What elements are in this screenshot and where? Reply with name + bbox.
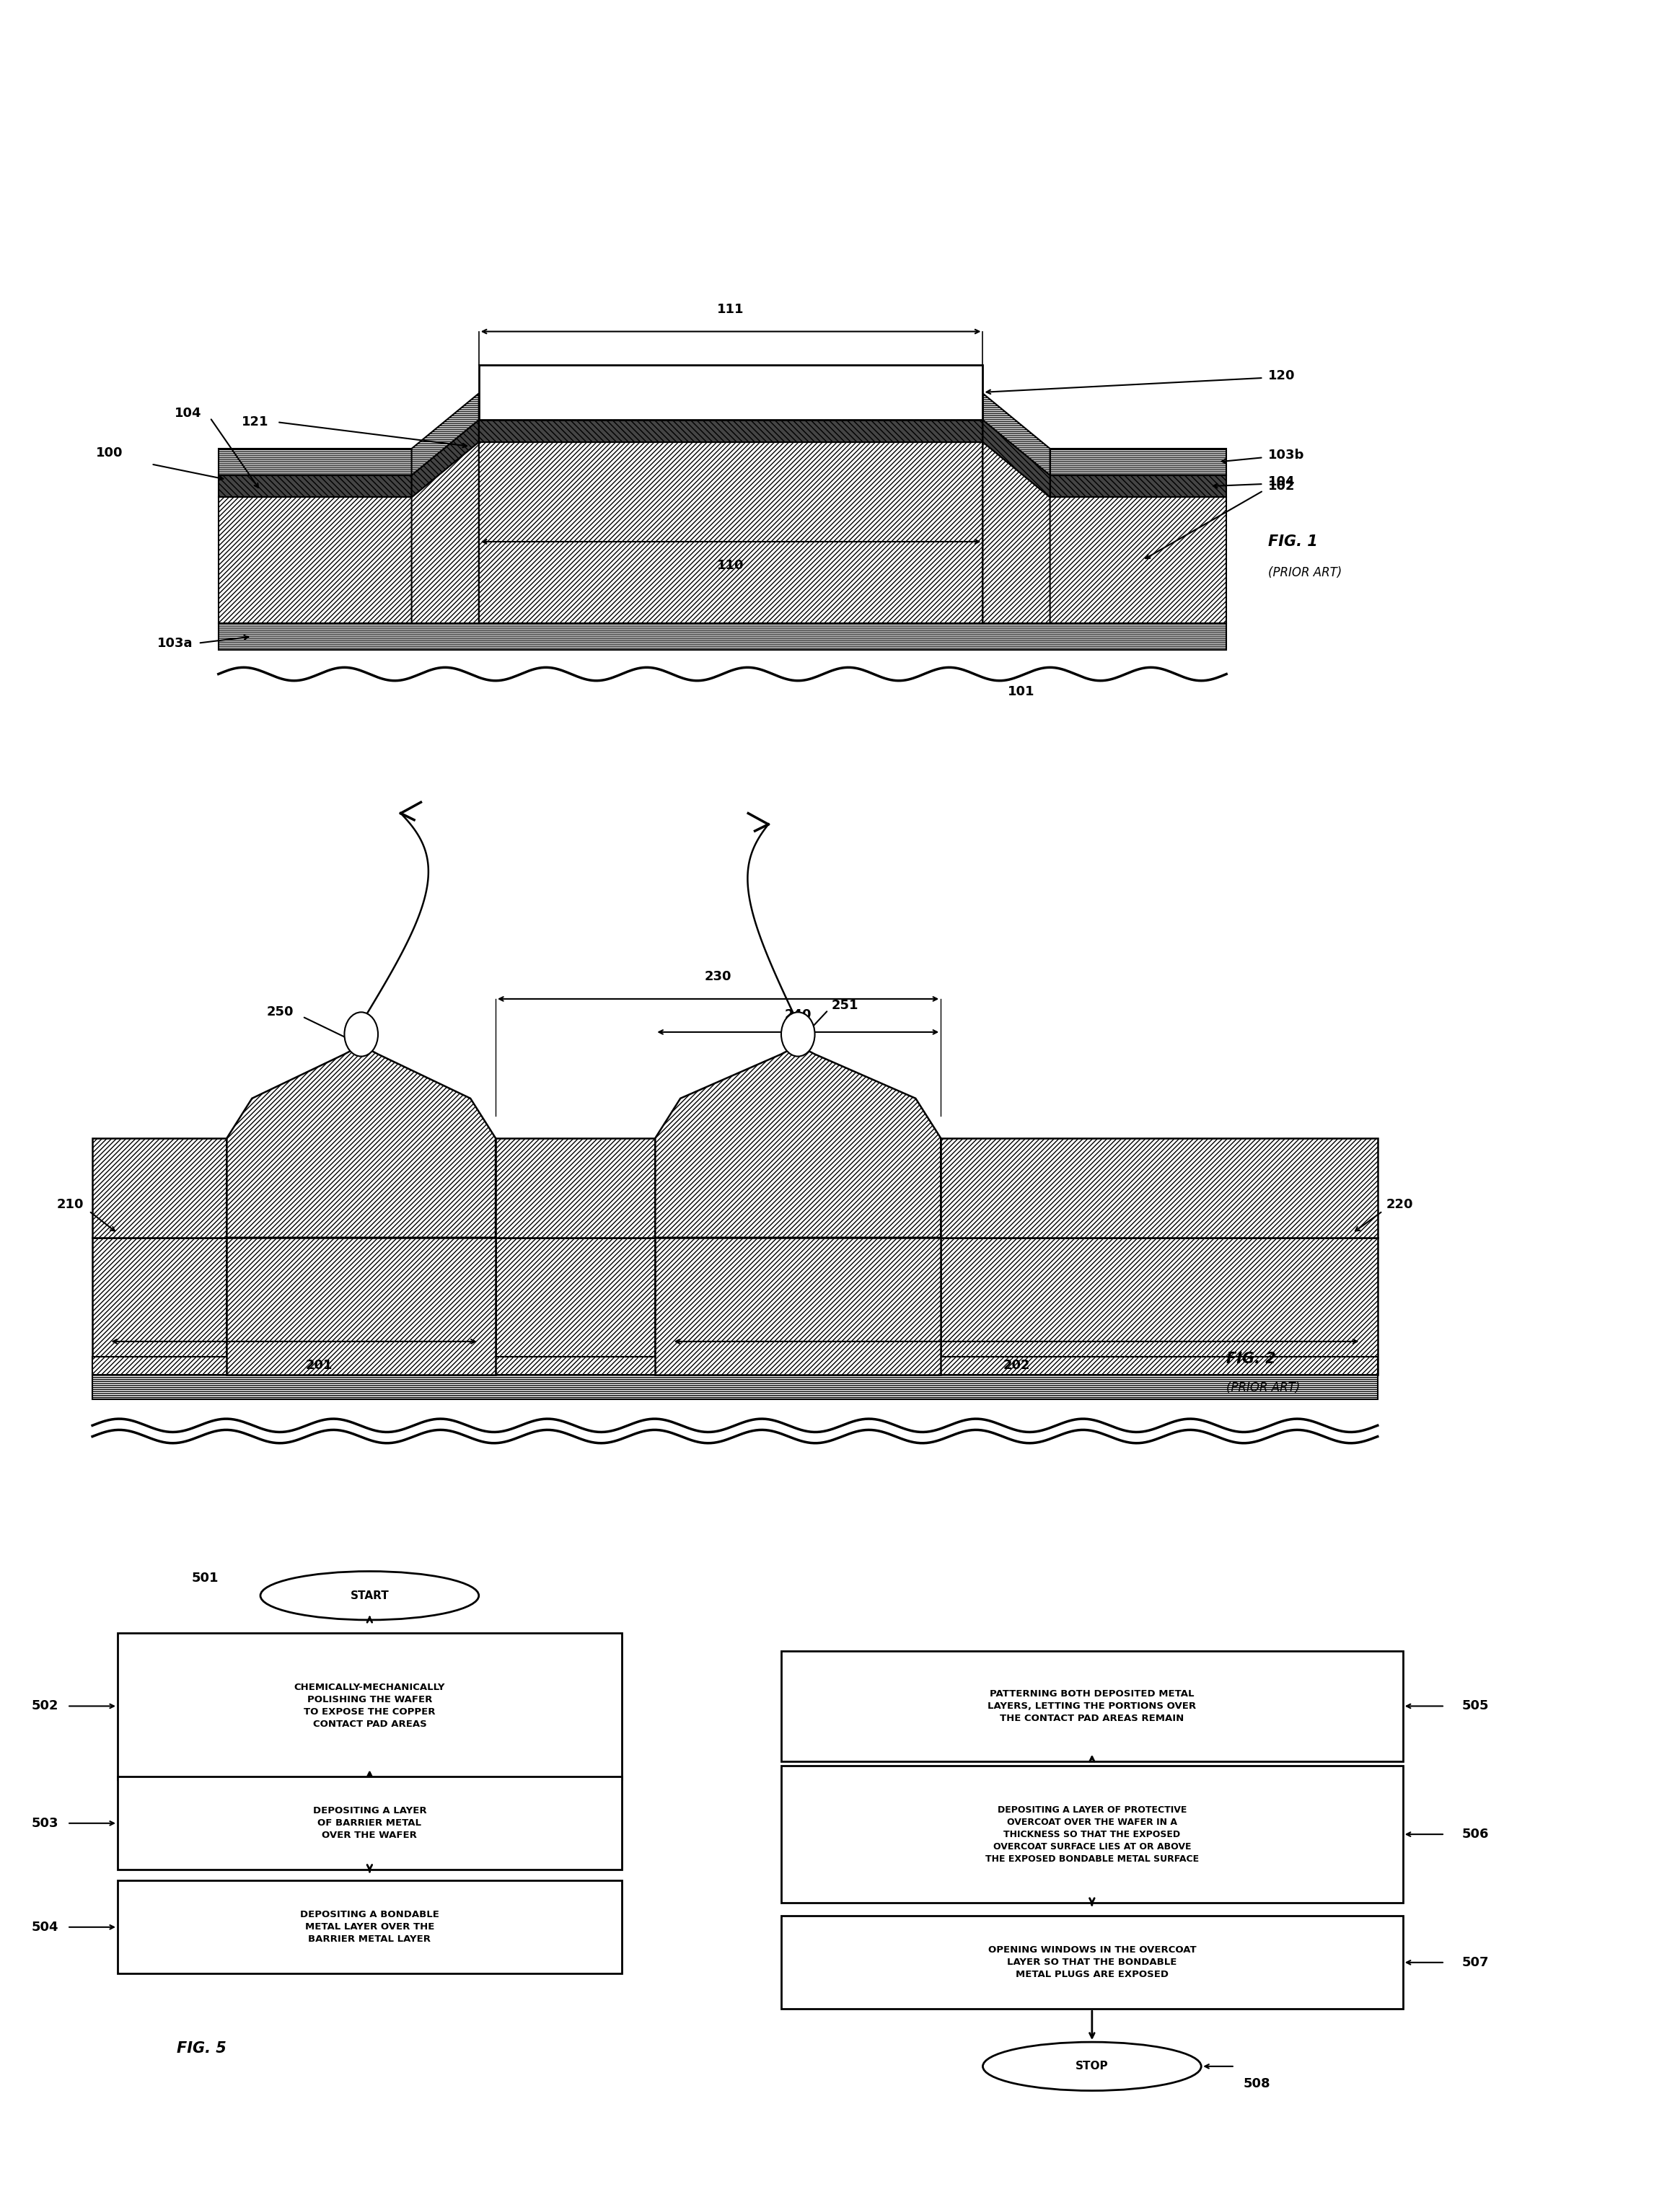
Bar [118,1777,622,1870]
Polygon shape [227,1045,496,1238]
Bar [496,1238,655,1375]
Text: 506: 506 [1462,1828,1488,1841]
Bar [781,1651,1403,1761]
Text: 502: 502 [32,1699,59,1713]
Text: 102: 102 [1268,480,1295,493]
Bar [479,365,983,420]
Text: 503: 503 [32,1817,59,1830]
Bar [92,1238,227,1375]
Bar [218,497,479,623]
Ellipse shape [260,1571,479,1620]
Bar [479,420,983,442]
Polygon shape [412,442,479,623]
Bar [781,1766,1403,1903]
Bar [655,1238,941,1375]
Bar [479,442,983,623]
Text: DEPOSITING A LAYER OF PROTECTIVE
OVERCOAT OVER THE WAFER IN A
THICKNESS SO THAT : DEPOSITING A LAYER OF PROTECTIVE OVERCOA… [984,1806,1200,1863]
Text: 110: 110 [717,559,744,572]
Text: 250: 250 [267,1006,294,1019]
Text: STOP: STOP [1075,2062,1109,2071]
Bar [983,497,1226,623]
Text: 201: 201 [306,1359,333,1372]
Text: FIG. 1: FIG. 1 [1268,535,1319,548]
Text: FIG. 2: FIG. 2 [1226,1353,1277,1366]
Text: 120: 120 [1268,369,1295,382]
Text: DEPOSITING A LAYER
OF BARRIER METAL
OVER THE WAFER: DEPOSITING A LAYER OF BARRIER METAL OVER… [312,1806,427,1841]
Bar [92,1375,1378,1399]
Bar [218,449,412,475]
Text: 501: 501 [192,1571,218,1585]
Bar [1050,449,1226,475]
Text: 104: 104 [175,407,202,420]
Text: CHEMICALLY-MECHANICALLY
POLISHING THE WAFER
TO EXPOSE THE COPPER
CONTACT PAD ARE: CHEMICALLY-MECHANICALLY POLISHING THE WA… [294,1684,445,1728]
Text: 103b: 103b [1268,449,1305,462]
Text: 103a: 103a [158,636,193,650]
Polygon shape [412,420,479,497]
Bar [118,1633,622,1779]
Text: 210: 210 [57,1198,84,1211]
Text: 220: 220 [1386,1198,1413,1211]
Bar [218,475,412,497]
Polygon shape [412,393,479,475]
Text: 121: 121 [242,415,269,429]
Bar [218,623,1226,650]
Bar [781,1916,1403,2009]
Polygon shape [655,1045,941,1238]
Bar [496,1138,655,1238]
Text: 240: 240 [785,1008,811,1021]
Text: START: START [349,1591,390,1600]
Bar [92,1357,1378,1375]
Text: 111: 111 [717,303,744,316]
Text: 251: 251 [832,999,858,1012]
Text: (PRIOR ART): (PRIOR ART) [1226,1381,1300,1395]
Text: PATTERNING BOTH DEPOSITED METAL
LAYERS, LETTING THE PORTIONS OVER
THE CONTACT PA: PATTERNING BOTH DEPOSITED METAL LAYERS, … [988,1688,1196,1724]
Text: OPENING WINDOWS IN THE OVERCOAT
LAYER SO THAT THE BONDABLE
METAL PLUGS ARE EXPOS: OPENING WINDOWS IN THE OVERCOAT LAYER SO… [988,1945,1196,1980]
Ellipse shape [983,2042,1201,2091]
Text: FIG. 5: FIG. 5 [176,2042,227,2055]
Text: 104: 104 [1268,475,1295,488]
Text: 101: 101 [1008,685,1035,698]
Bar [227,1238,496,1375]
Text: 100: 100 [96,446,123,460]
Bar [92,1138,227,1238]
Text: 504: 504 [32,1920,59,1934]
Text: 230: 230 [704,970,732,983]
Text: 508: 508 [1243,2077,1270,2091]
Circle shape [781,1012,815,1056]
Polygon shape [983,393,1050,475]
Polygon shape [983,442,1050,623]
Text: 507: 507 [1462,1956,1488,1969]
Text: 505: 505 [1462,1699,1488,1713]
Bar [941,1138,1378,1238]
Bar [941,1238,1378,1375]
Text: (PRIOR ART): (PRIOR ART) [1268,566,1342,579]
Text: 202: 202 [1003,1359,1030,1372]
Text: DEPOSITING A BONDABLE
METAL LAYER OVER THE
BARRIER METAL LAYER: DEPOSITING A BONDABLE METAL LAYER OVER T… [301,1909,438,1945]
Bar [1050,475,1226,497]
Circle shape [344,1012,378,1056]
Bar [118,1881,622,1974]
Polygon shape [983,420,1050,497]
